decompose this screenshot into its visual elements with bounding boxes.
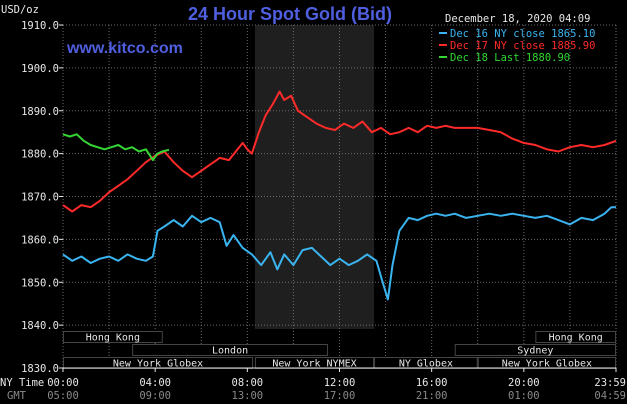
session-label: Sydney [517, 346, 553, 357]
ny-time-axis-label: NY Time [0, 377, 44, 389]
x-tick-label-gmt: 04:59 [594, 390, 626, 402]
session-label: Hong Kong [86, 333, 140, 344]
session-bar-box [454, 344, 617, 356]
session-label: NY Globex [399, 359, 453, 370]
y-tick-label: 1870.0 [21, 192, 59, 204]
y-tick-label: 1840.0 [21, 320, 59, 332]
session-label: Hong Kong [549, 333, 603, 344]
x-tick-label-gmt: 09:00 [139, 390, 171, 402]
datetime-label: December 18, 2020 04:09 [445, 13, 590, 25]
session-bar-box [63, 331, 163, 343]
session-bar: London [132, 344, 328, 357]
session-label: London [212, 346, 248, 357]
x-tick-label-ny: 04:00 [139, 377, 171, 389]
x-tick-label-gmt: 01:00 [508, 390, 540, 402]
session-bar: Hong Kong [535, 331, 617, 344]
gmt-axis-label: GMT [7, 390, 27, 402]
y-tick-label: 1900.0 [21, 63, 59, 75]
nymex-session-shade [254, 25, 375, 329]
x-tick-label-ny: 12:00 [324, 377, 356, 389]
session-bar: Hong Kong [63, 331, 163, 344]
x-tick-label-ny: 00:00 [47, 377, 79, 389]
series-line-dec18 [62, 133, 170, 162]
x-tick-label-gmt: 17:00 [324, 390, 356, 402]
x-tick-label-ny: 08:00 [232, 377, 264, 389]
chart-title: 24 Hour Spot Gold (Bid) [188, 4, 392, 24]
session-label: New York Globex [113, 359, 203, 370]
legend-item-dec16: Dec 16 NY close 1865.10 [439, 28, 595, 40]
series-line-dec16 [62, 206, 616, 301]
session-label: New York Globex [502, 359, 592, 370]
session-bar: Sydney [454, 344, 617, 357]
legend-label-dec18: Dec 18 Last 1880.90 [450, 52, 570, 64]
site-label: www.kitco.com [66, 40, 183, 57]
session-bar-box [535, 331, 617, 343]
x-tick-label-gmt: 05:00 [47, 390, 79, 402]
session-label: New York NYMEX [272, 359, 356, 370]
session-bar-box [132, 344, 328, 356]
legend-label-dec17: Dec 17 NY close 1885.90 [450, 40, 595, 52]
x-tick-label-gmt: 21:00 [416, 390, 448, 402]
y-tick-label: 1890.0 [21, 106, 59, 118]
y-tick-label: 1880.0 [21, 149, 59, 161]
legend: Dec 16 NY close 1865.10 Dec 17 NY close … [439, 28, 595, 64]
legend-item-dec18: Dec 18 Last 1880.90 [439, 52, 570, 64]
y-tick-label: 1860.0 [21, 234, 59, 246]
y-tick-label: 1850.0 [21, 277, 59, 289]
legend-item-dec17: Dec 17 NY close 1885.90 [439, 40, 595, 52]
y-tick-label: 1830.0 [21, 363, 59, 375]
y-tick-label: 1910.0 [21, 20, 59, 32]
unit-label: USD/oz [1, 4, 39, 16]
x-tick-label-ny: 16:00 [416, 377, 448, 389]
x-tick-label-ny: 23:59 [594, 377, 626, 389]
legend-label-dec16: Dec 16 NY close 1865.10 [450, 28, 595, 40]
x-tick-label-gmt: 13:00 [232, 390, 264, 402]
x-tick-label-ny: 20:00 [508, 377, 540, 389]
